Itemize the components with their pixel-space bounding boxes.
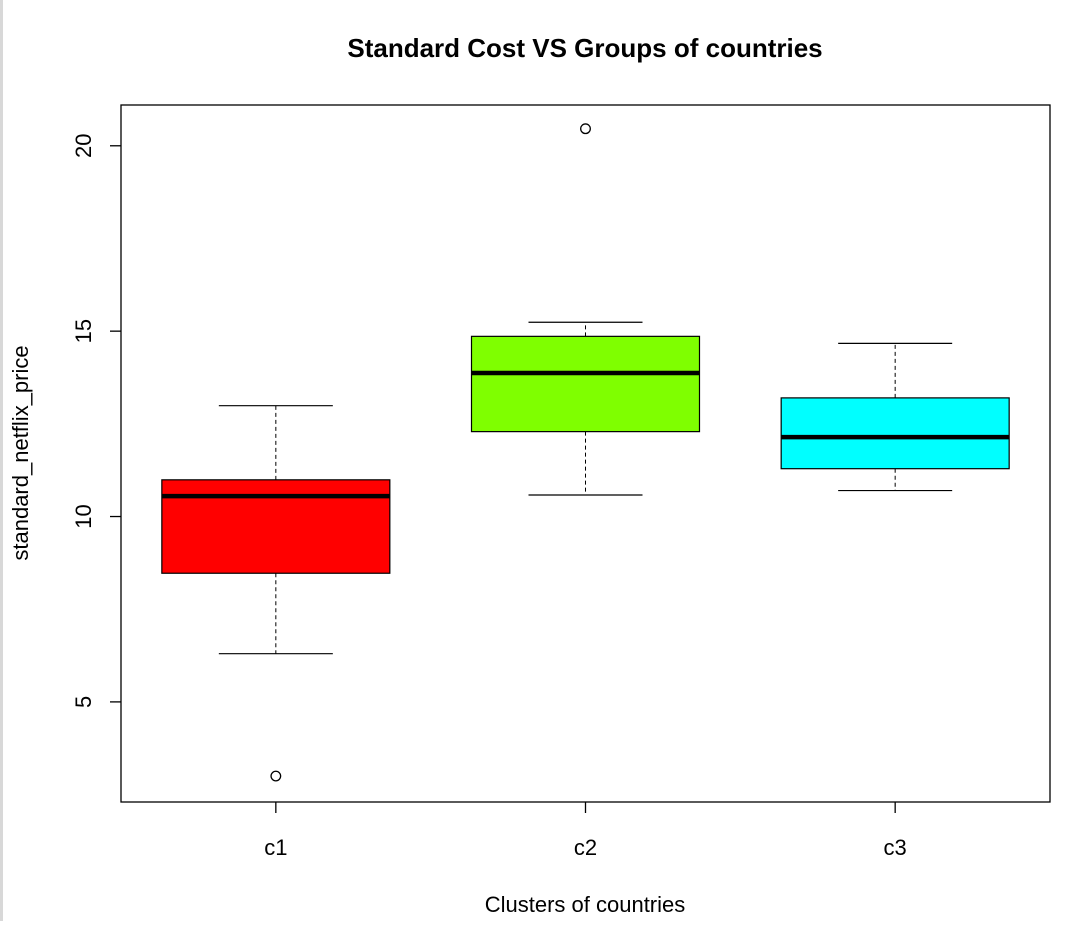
window-left-edge	[0, 0, 3, 921]
box-c1	[161, 479, 391, 574]
x-tick-label-c1: c1	[264, 835, 287, 860]
plot-area: 5 10 15 20 c1 c2 c3	[71, 104, 1051, 860]
y-axis-label: standard_netflix_price	[8, 345, 33, 560]
x-tick-label-c3: c3	[884, 835, 907, 860]
outlier-c2	[580, 123, 591, 135]
chart-title: Standard Cost VS Groups of countries	[347, 33, 822, 63]
box-c2	[470, 335, 701, 433]
outlier-c1	[270, 770, 282, 782]
y-tick-label: 10	[71, 504, 96, 528]
y-tick-label: 15	[71, 319, 96, 343]
y-tick-label: 5	[71, 696, 96, 708]
y-tick-label: 20	[71, 134, 96, 158]
box-c3	[780, 397, 1010, 470]
x-axis-label: Clusters of countries	[485, 892, 686, 917]
x-tick-label-c2: c2	[574, 835, 597, 860]
